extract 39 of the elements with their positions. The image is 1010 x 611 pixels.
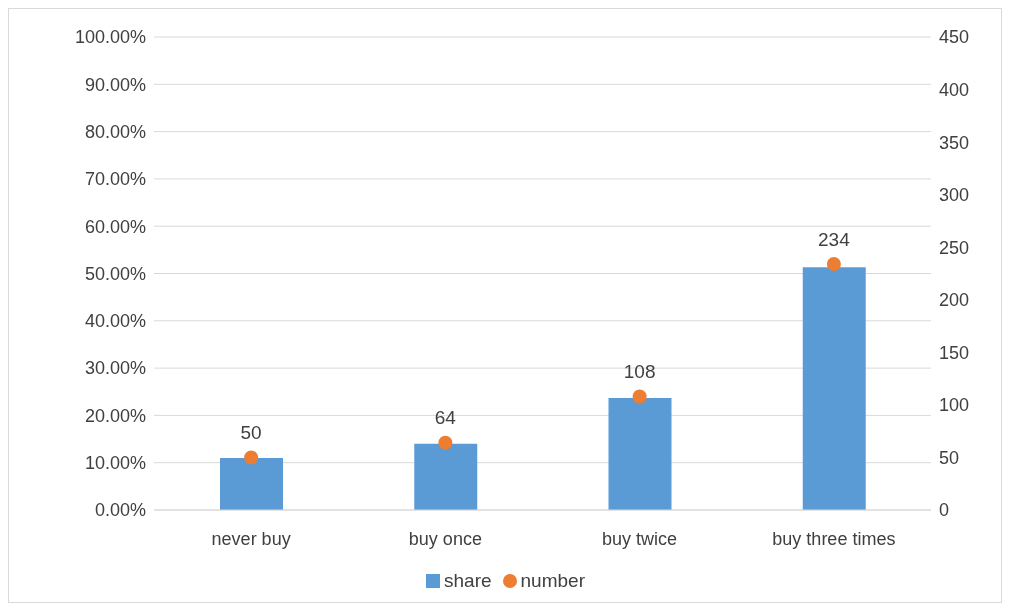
bar xyxy=(608,397,672,510)
y-tick-label: 40.00% xyxy=(84,311,146,332)
y2-tick-label: 300 xyxy=(939,185,970,206)
data-label: 234 xyxy=(818,228,851,250)
y2-tick-label: 150 xyxy=(939,342,970,363)
x-tick-label: buy three times xyxy=(772,528,896,549)
y-tick-label: 80.00% xyxy=(84,121,146,142)
x-tick-label: buy twice xyxy=(602,528,678,549)
bar xyxy=(802,267,866,510)
y2-tick-label: 250 xyxy=(939,237,970,258)
y2-tick-label: 200 xyxy=(939,290,970,311)
data-label: 108 xyxy=(623,360,656,382)
x-tick-label: buy once xyxy=(408,528,482,549)
y-tick-label: 20.00% xyxy=(84,405,146,426)
y-tick-label: 0.00% xyxy=(94,500,146,521)
y-tick-label: 100.00% xyxy=(74,27,146,48)
point xyxy=(826,257,841,272)
point xyxy=(438,435,453,450)
y-tick-label: 60.00% xyxy=(84,216,146,237)
y2-tick-label: 450 xyxy=(939,27,970,48)
y-tick-label: 70.00% xyxy=(84,169,146,190)
point xyxy=(244,450,259,465)
x-tick-label: never buy xyxy=(211,528,291,549)
y2-tick-label: 50 xyxy=(939,447,960,468)
y2-tick-label: 350 xyxy=(939,132,970,153)
y-tick-label: 10.00% xyxy=(84,453,146,474)
data-label: 50 xyxy=(240,421,262,443)
point xyxy=(632,389,647,404)
y-tick-label: 90.00% xyxy=(84,74,146,95)
legend-label: share xyxy=(444,570,492,592)
legend-label: number xyxy=(520,570,585,592)
y2-tick-label: 0 xyxy=(939,500,950,521)
data-label: 64 xyxy=(434,407,457,429)
bar xyxy=(414,443,478,510)
y-tick-label: 50.00% xyxy=(84,263,146,284)
bar xyxy=(220,457,283,510)
y2-tick-label: 400 xyxy=(939,79,970,100)
y-tick-label: 30.00% xyxy=(84,358,146,379)
y2-tick-label: 100 xyxy=(939,395,970,416)
